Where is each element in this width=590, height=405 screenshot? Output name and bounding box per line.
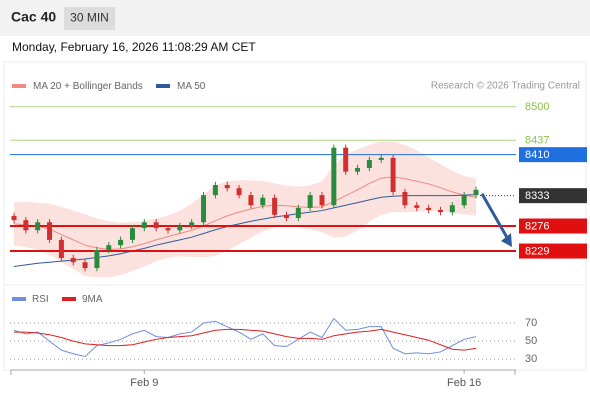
candle-body (461, 195, 467, 206)
forecast-arrowhead (501, 233, 512, 248)
candle-body (295, 207, 301, 219)
forecast-arrow (480, 193, 511, 242)
candle-body (177, 226, 183, 231)
candle-body (23, 220, 29, 231)
candle-body (449, 205, 455, 213)
candle-body (437, 210, 443, 213)
candle-body (201, 195, 207, 223)
level-label: 8276 (525, 220, 549, 232)
interval-badge[interactable] (64, 7, 115, 30)
candle-body (106, 245, 112, 250)
level-label: 8410 (525, 149, 549, 161)
candle-body (248, 195, 254, 206)
legend-swatch (12, 297, 26, 301)
legend-label: MA 20 + Bollinger Bands (33, 81, 143, 92)
candle-body (355, 167, 361, 172)
x-tick-label: Feb 16 (447, 377, 481, 389)
legend-swatch (156, 84, 170, 88)
candle-body (426, 207, 432, 211)
candle-body (82, 262, 88, 269)
candle-body (366, 159, 372, 168)
ma20-line (13, 176, 477, 250)
y-tick-label: 50 (525, 335, 537, 347)
level-box (519, 243, 587, 259)
candle-body (141, 222, 147, 229)
legend-label: RSI (32, 294, 49, 305)
level-label: 8437 (525, 135, 549, 147)
y-tick-label: 30 (525, 353, 537, 365)
candle-body (283, 214, 289, 219)
level-label: 8500 (525, 101, 549, 113)
candle-body (473, 189, 479, 196)
level-box (519, 188, 587, 204)
credit: Research © 2026 Trading Central (431, 81, 580, 92)
candle-body (390, 157, 396, 192)
candle-body (319, 195, 325, 206)
candle-body (70, 257, 76, 263)
candle-body (343, 147, 349, 172)
candle-body (118, 239, 124, 246)
legend-swatch (12, 84, 26, 88)
candle-body (189, 222, 195, 227)
candle-body (11, 215, 17, 221)
legend-label: 9MA (82, 294, 103, 305)
candle-body (165, 228, 171, 231)
level-label: 8229 (525, 245, 549, 257)
candle-body (47, 222, 53, 240)
candle-body (402, 191, 408, 206)
candle-body (236, 188, 242, 196)
candle-body (260, 197, 266, 206)
level-label: 8333 (525, 190, 549, 202)
candle-body (153, 222, 159, 229)
candle-body (212, 185, 218, 196)
y-tick-label: 70 (525, 317, 537, 329)
bollinger-band (14, 141, 476, 278)
candle-body (58, 239, 64, 258)
candle-body (35, 222, 41, 231)
level-box (519, 147, 587, 163)
legend-swatch (62, 297, 76, 301)
candle-body (129, 228, 135, 240)
candle-body (307, 195, 313, 208)
x-tick-label: Feb 9 (130, 377, 158, 389)
candle-body (94, 249, 100, 269)
candle-body (224, 185, 230, 189)
rsi-line (14, 328, 477, 351)
candle-body (331, 147, 337, 206)
datetime: Monday, February 16, 2026 11:08:29 AM CE… (12, 40, 256, 54)
candle-body (378, 157, 384, 160)
rsi-line (13, 317, 477, 358)
level-box (519, 218, 587, 234)
legend-label: MA 50 (177, 81, 206, 92)
interval[interactable]: 30 MIN (70, 11, 109, 25)
ma50-line (13, 194, 477, 267)
candle-body (414, 205, 420, 208)
title: Cac 40 (11, 9, 56, 25)
candle-body (272, 197, 278, 215)
